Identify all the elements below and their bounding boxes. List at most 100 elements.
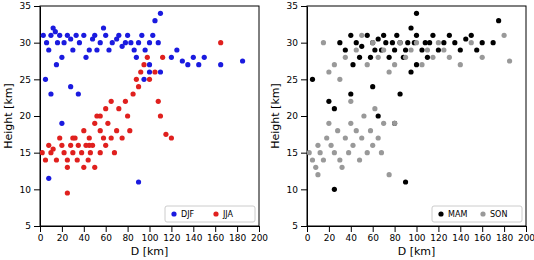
point [169,55,174,60]
point [376,113,381,118]
tick-mark [417,226,418,232]
plot-frame [307,6,526,226]
point [343,55,348,60]
point [419,47,424,52]
tick: 5 [25,221,40,231]
point [370,40,375,45]
point [408,47,413,52]
tick: 140 [185,226,202,243]
tick-mark [84,226,85,232]
point [359,135,364,140]
point [51,146,56,151]
point [408,69,413,74]
point [109,99,114,104]
point [376,55,381,60]
tick-mark [40,226,41,232]
tick-label: 120 [163,233,180,243]
legend-marker [438,211,443,216]
point [147,77,152,82]
tick: 100 [408,226,425,243]
data-points [40,11,245,196]
point [365,33,370,38]
point [332,106,337,111]
point [441,47,446,52]
series [40,40,223,196]
point [92,121,97,126]
axis-line [40,7,41,227]
point [191,55,196,60]
point [110,40,115,45]
y-axis: 5101520253035 [20,1,41,231]
tick-label: 100 [408,233,425,243]
tick-label: 15 [20,148,31,158]
point [160,55,165,60]
point [81,33,86,38]
point [480,40,485,45]
point [332,150,337,155]
point [44,40,49,45]
point [419,62,424,67]
tick: 120 [430,226,447,243]
point [101,25,106,30]
point [41,33,46,38]
tick-label: 10 [287,185,299,195]
point [79,150,84,155]
legend-marker [171,211,176,216]
point [202,55,207,60]
point [441,40,446,45]
point [365,62,370,67]
tick-mark [128,226,129,232]
point [68,36,73,41]
tick-label: 0 [38,233,44,243]
point [348,99,353,104]
point [152,69,157,74]
point [46,47,51,52]
point [368,55,373,60]
tick-label: 160 [474,233,491,243]
data-points [307,11,512,192]
point [59,55,64,60]
tick-label: 10 [20,185,32,195]
point [372,47,377,52]
tick-mark [237,226,238,232]
point [463,36,468,41]
axis-line [307,7,308,227]
tick: 180 [229,226,246,243]
tick-mark [215,226,216,232]
tick-mark [351,226,352,232]
legend-label: MAM [448,210,467,219]
point [387,69,392,74]
legend: DJFJJA [165,206,255,222]
legend-label: SON [490,210,507,219]
tick-label: 60 [100,233,112,243]
point [57,33,62,38]
point [452,40,457,45]
point [123,40,128,45]
point [53,29,58,34]
tick-label: 20 [20,111,32,121]
point [88,150,93,155]
point [40,150,45,155]
point [350,62,355,67]
tick: 40 [346,226,358,243]
point [158,113,163,118]
point [370,40,375,45]
point [387,55,392,60]
point [480,55,485,60]
tick-label: 20 [57,233,69,243]
point [354,47,359,52]
tick: 25 [287,75,307,85]
point [326,99,331,104]
y-axis-title: Height [km] [2,83,15,149]
tick: 80 [389,226,401,243]
point [218,40,223,45]
point [326,69,331,74]
tick-mark [307,226,308,232]
point [136,179,141,184]
plot-frame [40,6,259,226]
tick-label: 5 [292,221,298,231]
point [218,62,223,67]
point [427,40,432,45]
point [332,62,337,67]
point [348,121,353,126]
